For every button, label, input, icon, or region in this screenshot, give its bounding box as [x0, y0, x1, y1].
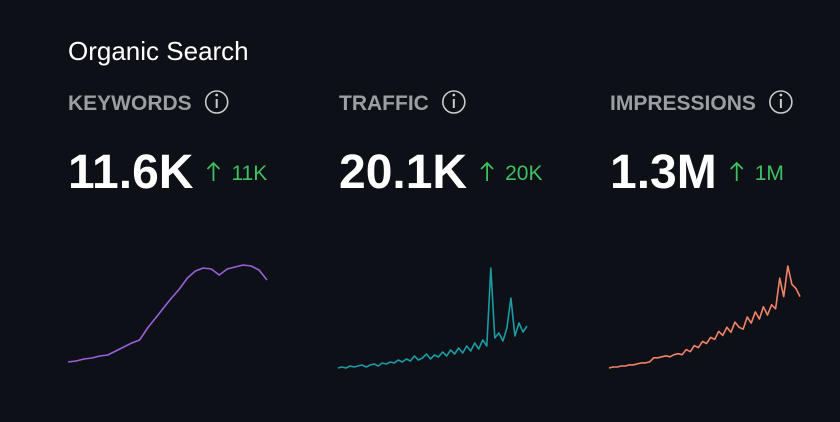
- metric-1: TRAFFIC 20.1K 20K: [339, 90, 542, 199]
- up-arrow: [730, 161, 744, 181]
- info-icon-dot: [215, 93, 219, 97]
- info-icon: [769, 90, 793, 114]
- metric-value: 11.6K: [68, 146, 194, 199]
- metric-label: IMPRESSIONS: [610, 92, 756, 115]
- metric-change: 11K: [231, 162, 267, 185]
- info-icon: [204, 90, 229, 114]
- metric-value: 20.1K: [339, 146, 467, 199]
- sparkline: [337, 267, 528, 369]
- sparkline: [67, 264, 268, 363]
- sparkline: [608, 265, 801, 369]
- info-icon-dot: [452, 93, 456, 97]
- metric-label: KEYWORDS: [68, 92, 192, 115]
- metric-change: 1M: [755, 162, 784, 185]
- metric-label: TRAFFIC: [339, 92, 429, 115]
- info-icon-dot: [779, 93, 783, 97]
- metric-0: KEYWORDS 11.6K 11K: [68, 90, 267, 199]
- card-title: Organic Search: [68, 36, 249, 66]
- metric-value: 1.3M: [610, 146, 717, 199]
- metric-change: 20K: [505, 162, 542, 185]
- up-arrow: [480, 161, 494, 181]
- metric-2: IMPRESSIONS 1.3M 1M: [610, 90, 793, 199]
- info-icon: [442, 90, 466, 114]
- up-arrow: [206, 161, 221, 181]
